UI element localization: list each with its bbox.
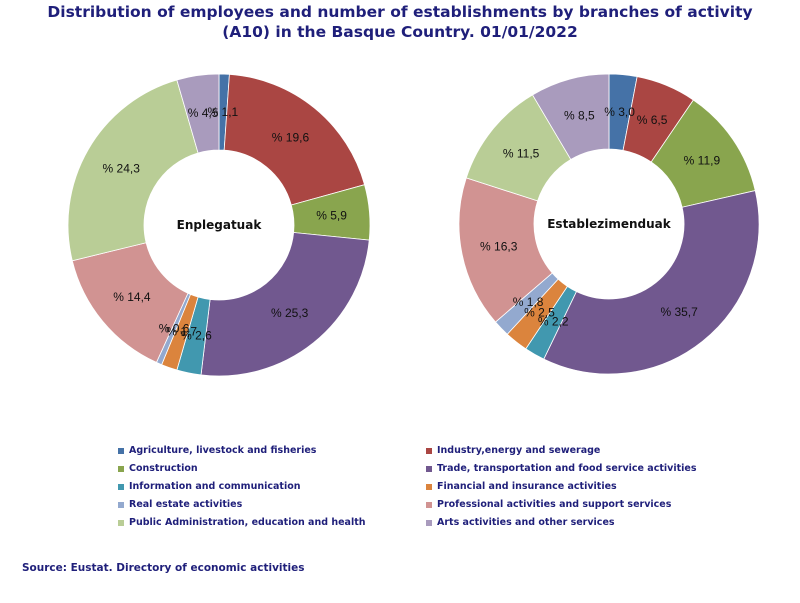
legend-item-trade: Trade, transportation and food service a…: [426, 460, 726, 477]
data-label-establishments-construction: % 11,9: [684, 154, 721, 168]
center-label-employees: Enplegatuak: [177, 218, 263, 232]
legend-swatch-construction: [118, 465, 124, 472]
chart-title-line-1: Distribution of employees and number of …: [47, 3, 753, 21]
data-label-establishments-arts: % 8,5: [564, 108, 595, 122]
legend-label-agriculture: Agriculture, livestock and fisheries: [129, 445, 317, 456]
slice-employees-arts: [176, 73, 220, 154]
legend-label-real-estate: Real estate activities: [129, 499, 243, 510]
data-label-employees-professional: % 14,4: [113, 290, 151, 304]
source-note: Source: Eustat. Directory of economic ac…: [22, 562, 305, 574]
legend-swatch-arts: [426, 519, 432, 526]
data-label-employees-public-admin: % 24,3: [103, 161, 141, 175]
slice-establishments-trade: [543, 190, 760, 375]
donut-establishments: % 3,0% 6,5 % 11,9 % 35,7 % 2,2% 2,5% 1,8 % 1…: [458, 73, 760, 375]
data-label-establishments-information: % 2,2: [538, 315, 569, 329]
data-label-establishments-industry: % 6,5: [637, 113, 668, 127]
legend-swatch-agriculture: [118, 447, 124, 454]
legend-label-trade: Trade, transportation and food service a…: [437, 463, 697, 474]
data-label-employees-agriculture: % 1,1: [208, 105, 239, 119]
data-label-establishments-agriculture: % 3,0: [604, 105, 635, 119]
data-label-establishments-public-admin: % 11,5: [503, 147, 540, 161]
legend-swatch-professional: [426, 501, 432, 508]
legend-swatch-financial: [426, 483, 432, 490]
data-label-employees-arts: % 4,5: [188, 106, 219, 120]
legend-label-professional: Professional activities and support serv…: [437, 499, 672, 510]
legend-item-financial: Financial and insurance activities: [426, 478, 726, 495]
legend-item-agriculture: Agriculture, livestock and fisheries: [118, 442, 426, 459]
legend-swatch-information: [118, 483, 124, 490]
data-label-employees-real-estate: % 0,6: [159, 322, 190, 336]
legend-item-information: Information and communication: [118, 478, 426, 495]
slice-establishments-professional: [458, 177, 553, 323]
slice-employees-trade: [200, 232, 370, 377]
data-label-employees-industry: % 19,6: [272, 130, 310, 144]
data-label-establishments-trade: % 35,7: [660, 305, 698, 319]
data-label-establishments-real-estate: % 1,8: [513, 295, 544, 309]
legend-label-public-admin: Public Administration, education and hea…: [129, 517, 366, 528]
legend-label-financial: Financial and insurance activities: [437, 481, 617, 492]
donut-employees: % 1,1 % 19,6 % 5,9 % 25,3 % 2,6% 1,7% 0,6 % 1…: [67, 73, 371, 377]
legend-label-arts: Arts activities and other services: [437, 517, 615, 528]
slice-employees-public-admin: [67, 79, 199, 262]
legend-swatch-public-admin: [118, 519, 124, 526]
legend-item-arts: Arts activities and other services: [426, 514, 726, 531]
legend-label-information: Information and communication: [129, 481, 301, 492]
legend-label-industry: Industry,energy and sewerage: [437, 445, 601, 456]
slice-establishments-arts: [532, 73, 610, 161]
center-label-establishments: Establezimenduak: [547, 217, 672, 231]
donut-charts: % 1,1 % 19,6 % 5,9 % 25,3 % 2,6% 1,7% 0,6 % 1…: [67, 73, 760, 377]
chart-title-line-2: (A10) in the Basque Country. 01/01/2022: [222, 23, 578, 41]
legend-swatch-real-estate: [118, 501, 124, 508]
legend-swatch-trade: [426, 465, 432, 472]
legend-item-public-admin: Public Administration, education and hea…: [118, 514, 426, 531]
legend-swatch-industry: [426, 447, 432, 454]
legend-item-professional: Professional activities and support serv…: [426, 496, 726, 513]
legend-item-real-estate: Real estate activities: [118, 496, 426, 513]
chart-legend: Agriculture, livestock and fisheries Ind…: [118, 442, 718, 531]
data-label-establishments-financial: % 2,5: [524, 305, 555, 319]
legend-item-construction: Construction: [118, 460, 426, 477]
legend-label-construction: Construction: [129, 463, 198, 474]
chart-title: Distribution of employees and number of …: [0, 2, 800, 42]
legend-item-industry: Industry,energy and sewerage: [426, 442, 726, 459]
slice-employees-industry: [223, 73, 366, 206]
data-label-employees-construction: % 5,9: [316, 208, 347, 222]
data-label-employees-information: % 2,6: [181, 329, 212, 343]
data-label-employees-trade: % 25,3: [271, 306, 309, 320]
data-label-establishments-professional: % 16,3: [480, 239, 518, 253]
data-label-employees-financial: % 1,7: [166, 325, 197, 339]
